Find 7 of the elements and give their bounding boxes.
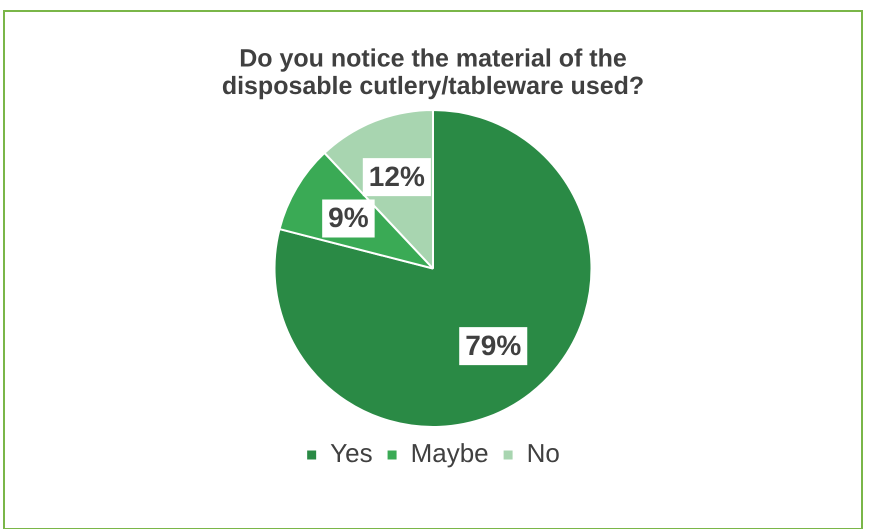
data-label: 9% <box>328 202 369 234</box>
legend-label: Yes <box>330 438 373 468</box>
legend-label: No <box>526 438 560 468</box>
data-label: 79% <box>465 330 522 361</box>
chart-title: Do you notice the material of the disposable cutlery/tableware used? <box>222 44 644 100</box>
legend-label: Maybe <box>410 438 489 468</box>
data-label: 12% <box>368 160 425 192</box>
